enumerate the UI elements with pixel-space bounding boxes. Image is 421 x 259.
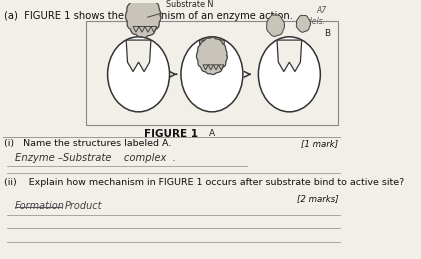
Circle shape xyxy=(181,37,243,112)
Polygon shape xyxy=(218,65,224,70)
Polygon shape xyxy=(296,15,310,32)
Polygon shape xyxy=(139,26,145,32)
Bar xyxy=(85,21,338,125)
Text: B: B xyxy=(325,29,330,38)
Polygon shape xyxy=(197,37,227,75)
Text: [2 marks]: [2 marks] xyxy=(297,194,338,203)
Polygon shape xyxy=(145,26,151,32)
Polygon shape xyxy=(208,65,213,70)
Polygon shape xyxy=(213,65,218,70)
Text: A: A xyxy=(209,129,215,138)
Polygon shape xyxy=(266,15,285,37)
Polygon shape xyxy=(200,40,224,71)
Text: (ii)    Explain how mechanism in FIGURE 1 occurs after substrate bind to active : (ii) Explain how mechanism in FIGURE 1 o… xyxy=(4,178,404,187)
Text: (a)  FIGURE 1 shows the mechanism of an enzyme action.: (a) FIGURE 1 shows the mechanism of an e… xyxy=(4,11,293,21)
Polygon shape xyxy=(125,0,161,38)
Circle shape xyxy=(108,37,170,112)
Text: Formation: Formation xyxy=(15,201,64,211)
Text: Substrate N: Substrate N xyxy=(147,0,214,17)
Polygon shape xyxy=(277,40,302,71)
Text: FIGURE 1: FIGURE 1 xyxy=(144,129,198,139)
Text: Enzyme –Substrate    complex  .: Enzyme –Substrate complex . xyxy=(15,153,176,163)
Polygon shape xyxy=(133,26,139,32)
Polygon shape xyxy=(151,26,157,32)
Circle shape xyxy=(258,37,320,112)
Text: (i)   Name the structures labeled A.: (i) Name the structures labeled A. xyxy=(4,140,171,148)
Text: A7
models.: A7 models. xyxy=(296,6,326,26)
Polygon shape xyxy=(203,65,208,70)
Text: [1 mark]: [1 mark] xyxy=(301,140,338,148)
Polygon shape xyxy=(126,40,151,71)
Text: Product: Product xyxy=(65,201,103,211)
